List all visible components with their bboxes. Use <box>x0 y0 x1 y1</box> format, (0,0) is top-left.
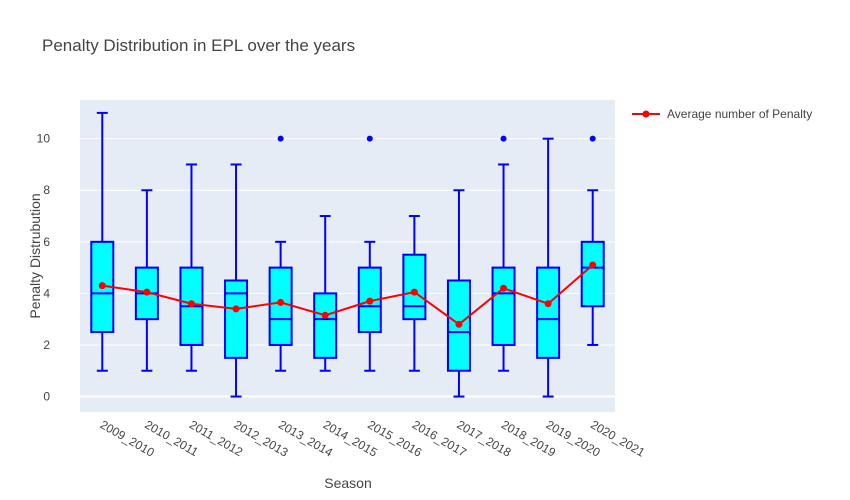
grid-lines <box>80 138 615 398</box>
average-point <box>143 288 151 296</box>
box-body <box>402 253 427 321</box>
average-point <box>321 311 329 319</box>
average-point <box>366 297 374 305</box>
box-body <box>491 266 516 346</box>
outlier-point <box>589 135 596 142</box>
legend-label: Average number of Penalty <box>667 107 812 121</box>
box-body <box>536 266 561 359</box>
chart-title: Penalty Distribution in EPL over the yea… <box>42 36 355 55</box>
average-point <box>277 298 285 306</box>
average-point <box>455 320 463 328</box>
y-tick-label: 0 <box>43 390 50 404</box>
average-point <box>410 288 418 296</box>
outlier-point <box>500 135 507 142</box>
average-point <box>544 300 552 308</box>
y-tick-label: 8 <box>43 183 50 197</box>
plot-area <box>80 100 615 412</box>
box-2012_2013 <box>224 163 249 398</box>
x-axis-title: Season <box>324 475 371 491</box>
y-tick-label: 6 <box>43 235 50 249</box>
x-axis-ticks: 2009_20102010_20112011_20122012_20132013… <box>98 417 648 459</box>
y-tick-label: 10 <box>37 132 51 146</box>
outlier-point <box>366 135 373 142</box>
box-body <box>224 279 249 359</box>
y-tick-label: 2 <box>43 338 50 352</box>
average-point <box>98 282 106 290</box>
average-point <box>232 305 240 313</box>
average-line <box>102 264 594 326</box>
outlier-point <box>277 135 284 142</box>
box-body <box>580 240 605 308</box>
box-2014_2015 <box>313 215 338 372</box>
average-point <box>500 284 508 292</box>
y-tick-label: 4 <box>43 286 50 300</box>
legend[interactable]: Average number of Penalty <box>632 107 812 121</box>
y-axis-title: Penalty Distrubution <box>27 193 43 318</box>
average-point <box>187 300 195 308</box>
box-body <box>268 266 293 346</box>
box-2016_2017 <box>402 215 427 372</box>
average-point <box>589 261 597 269</box>
legend-marker-swatch <box>642 110 650 118</box>
box-2019_2020 <box>536 137 561 398</box>
box-body <box>313 292 338 359</box>
average-line-series <box>98 261 597 328</box>
y-axis-ticks: 0 2 4 6 8 10 <box>37 132 51 404</box>
